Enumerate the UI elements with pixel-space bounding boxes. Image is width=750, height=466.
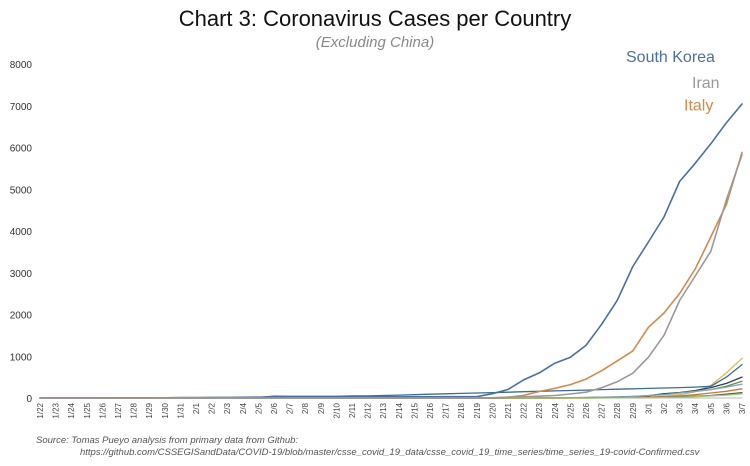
x-axis: 1/22 1/23 1/24 1/25 1/26 1/27 1/28 1/29 1/30 1/31…	[36, 397, 747, 419]
x-tick-label: 2/1	[192, 402, 201, 414]
x-tick-label: 3/2	[660, 402, 669, 414]
x-tick-label: 2/4	[239, 402, 248, 414]
x-tick-label: 2/11	[348, 402, 357, 418]
y-tick-label: 5000	[10, 185, 33, 196]
x-tick-label: 3/6	[722, 402, 731, 414]
x-tick-label: 2/25	[566, 402, 575, 418]
x-tick-label: 2/12	[364, 402, 373, 418]
x-tick-label: 1/26	[98, 402, 107, 418]
series-labels: South Korea Italy Iran	[626, 49, 720, 114]
x-tick-label: 2/3	[223, 402, 232, 414]
y-tick-label: 1000	[10, 352, 33, 363]
series-line-2	[39, 154, 743, 399]
x-tick-label: 1/29	[145, 402, 154, 418]
x-tick-label: 2/5	[254, 402, 263, 414]
x-tick-label: 1/28	[130, 402, 139, 418]
x-tick-label: 2/6	[270, 402, 279, 414]
series-lines	[39, 103, 743, 399]
series-label-0: South Korea	[626, 49, 715, 66]
x-tick-label: 2/18	[457, 402, 466, 418]
x-tick-label: 2/29	[629, 402, 638, 418]
source-note: Source: Tomas Pueyo analysis from primar…	[36, 435, 699, 459]
y-axis: 0 1000 2000 3000 4000 5000 6000 7000 8000	[10, 60, 33, 405]
x-tick-label: 2/7	[286, 402, 295, 414]
x-tick-label: 3/4	[691, 402, 700, 414]
x-tick-label: 2/14	[395, 402, 404, 418]
y-tick-label: 6000	[10, 144, 33, 155]
x-tick-label: 1/30	[161, 402, 170, 418]
x-tick-label: 2/9	[317, 402, 326, 414]
x-tick-label: 2/17	[442, 402, 451, 418]
x-tick-label: 1/25	[83, 402, 92, 418]
chart-subtitle: (Excluding China)	[315, 34, 435, 51]
y-tick-label: 2000	[10, 311, 33, 322]
x-tick-label: 2/16	[426, 402, 435, 418]
x-tick-label: 2/13	[379, 402, 388, 418]
x-tick-label: 2/8	[301, 402, 310, 414]
x-tick-label: 1/22	[36, 402, 45, 418]
x-tick-label: 2/28	[613, 402, 622, 418]
x-tick-label: 2/26	[582, 402, 591, 418]
series-label-1: Italy	[684, 97, 713, 114]
source-line: Source: Tomas Pueyo analysis from primar…	[36, 435, 299, 446]
x-tick-label: 2/10	[332, 402, 341, 418]
series-line-0	[39, 103, 743, 399]
y-tick-label: 0	[26, 394, 32, 405]
source-url: https://github.com/CSSEGISandData/COVID-…	[80, 447, 700, 458]
x-tick-label: 2/27	[598, 402, 607, 418]
x-tick-label: 2/19	[473, 402, 482, 418]
x-tick-label: 3/5	[707, 402, 716, 414]
x-tick-label: 3/3	[676, 402, 685, 414]
x-tick-label: 2/20	[488, 402, 497, 418]
x-tick-label: 3/7	[738, 402, 747, 414]
chart-title: Chart 3: Coronavirus Cases per Country	[178, 6, 572, 31]
x-tick-label: 2/15	[410, 402, 419, 418]
x-tick-label: 2/23	[535, 402, 544, 418]
x-tick-label: 3/1	[644, 402, 653, 414]
x-tick-label: 1/31	[176, 402, 185, 418]
series-line-3	[39, 357, 743, 399]
y-tick-label: 7000	[10, 102, 33, 113]
series-line-1	[39, 151, 743, 399]
y-tick-label: 8000	[10, 60, 33, 71]
series-label-2: Iran	[692, 75, 720, 92]
x-tick-label: 1/27	[114, 402, 123, 418]
x-tick-label: 2/22	[520, 402, 529, 418]
x-tick-label: 2/2	[208, 402, 217, 414]
x-tick-label: 1/23	[52, 402, 61, 418]
x-tick-label: 2/21	[504, 402, 513, 418]
x-tick-label: 1/24	[67, 402, 76, 418]
y-tick-label: 4000	[10, 227, 33, 238]
y-tick-label: 3000	[10, 269, 33, 280]
x-tick-label: 2/24	[551, 402, 560, 418]
